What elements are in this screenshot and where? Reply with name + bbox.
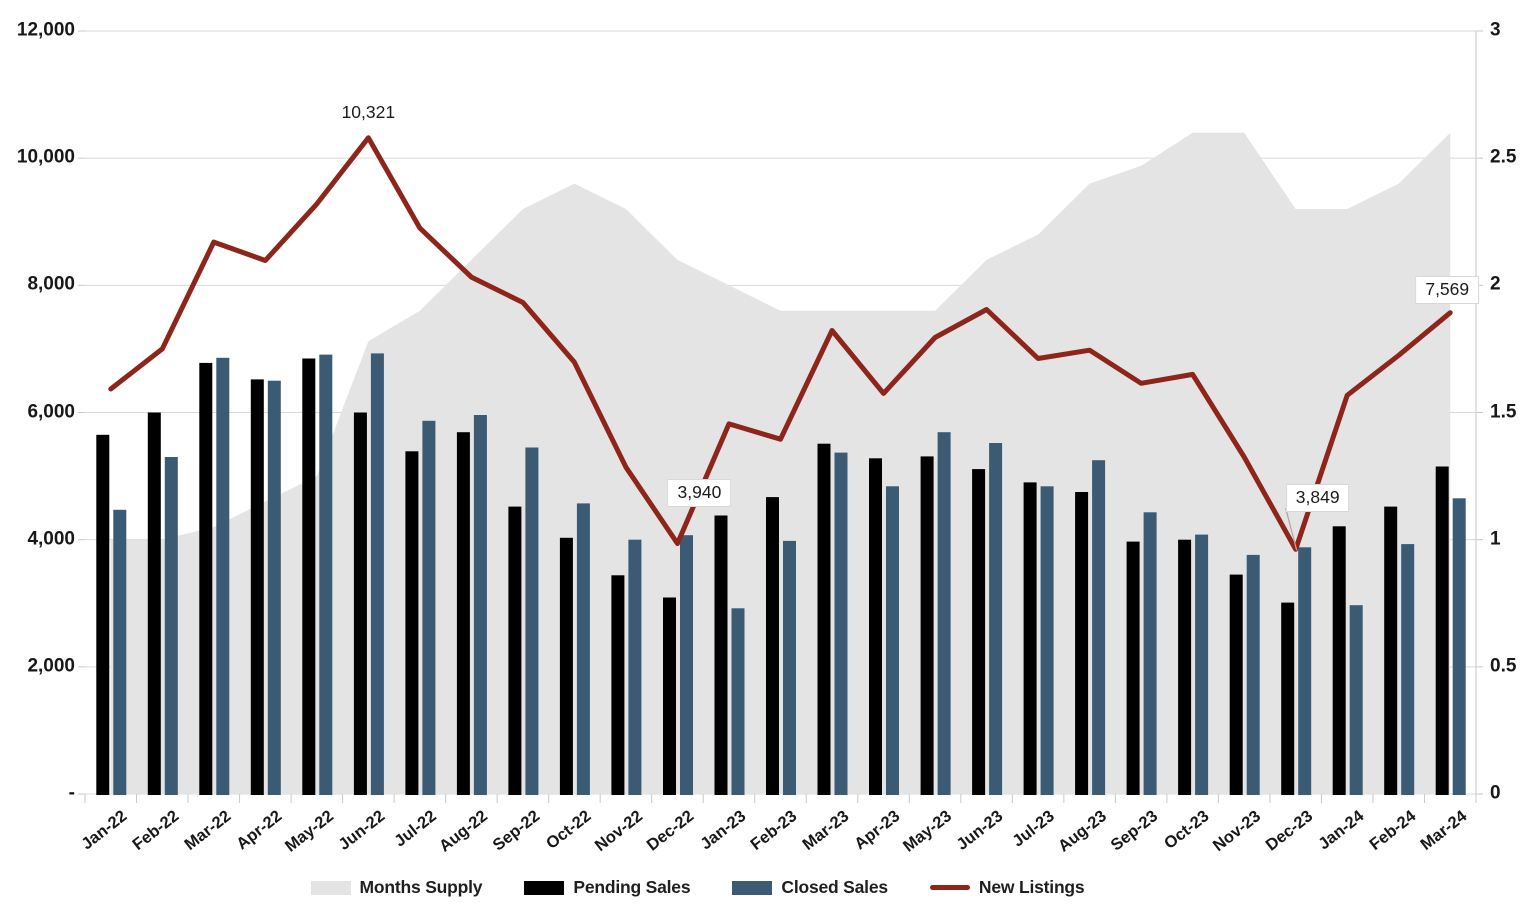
y-axis-left-label: 8,000 [27,273,75,295]
legend-item-new-listings: New Listings [929,877,1085,898]
pending-sales-bar-Oct-23 [1178,539,1192,795]
legend-label: Pending Sales [573,877,691,897]
closed-sales-bar-Mar-23 [834,452,848,795]
pending-sales-bar-Sep-22 [508,506,522,795]
pending-sales-bar-Dec-22 [663,597,676,795]
closed-sales-bar-Mar-24 [1452,498,1466,795]
pending-sales-bar-Mar-24 [1435,466,1449,795]
legend-item-pending-sales: Pending Sales [524,877,691,898]
pending-sales-bar-Feb-22 [147,412,161,795]
pending-sales-bar-Jan-22 [96,434,110,795]
months-supply-area [110,132,1451,794]
pending-sales-bar-Jan-24 [1332,526,1346,795]
months-supply-swatch-icon [310,880,351,895]
pending-sales-bar-Apr-22 [250,379,264,795]
pending-sales-bar-Jun-23 [972,469,986,795]
closed-sales-bar-Jul-23 [1040,486,1054,795]
closed-sales-bar-Jan-24 [1349,605,1363,795]
pending-sales-bar-Nov-22 [611,575,625,795]
closed-sales-swatch-icon [732,880,773,895]
pending-sales-bar-May-22 [302,358,316,795]
new-listings-line-swatch-icon [929,885,970,890]
annotation-leader [1285,508,1298,551]
closed-sales-bar-Sep-23 [1143,512,1157,795]
legend-item-months-supply: Months Supply [310,877,483,898]
pending-sales-bar-Aug-22 [456,432,470,795]
legend-item-closed-sales: Closed Sales [732,877,888,898]
pending-sales-bar-Apr-23 [869,458,882,795]
closed-sales-bar-Oct-23 [1195,534,1209,795]
annotation-dec23-low: 3,849 [1285,484,1350,513]
annotation-mar24-newlistings: 7,569 [1415,275,1480,304]
closed-sales-bar-Jun-23 [989,443,1003,795]
y-axis-left-label: 2,000 [27,655,75,677]
closed-sales-bar-Oct-22 [576,503,590,795]
pending-sales-bar-Jan-23 [714,515,728,795]
closed-sales-bar-May-22 [319,354,333,795]
closed-sales-bar-Jan-23 [731,608,745,795]
closed-sales-bar-Nov-23 [1246,554,1260,795]
y-axis-left-label: - [68,782,75,804]
legend-label: Months Supply [359,877,483,897]
annotation-jun22-peak: 10,321 [341,101,396,122]
y-axis-right-label: 1 [1490,528,1501,550]
y-axis-left-label: 6,000 [27,401,75,423]
closed-sales-bar-Jan-22 [113,509,127,795]
legend-label: New Listings [978,877,1085,897]
pending-sales-bar-Dec-23 [1281,602,1295,795]
y-axis-right-label: 0 [1490,782,1501,804]
x-axis-ticks [84,794,1477,803]
y-axis-right-label: 3 [1490,19,1501,41]
pending-sales-bar-Jul-22 [405,451,419,795]
pending-sales-bar-Oct-22 [559,537,573,795]
pending-sales-bar-Sep-23 [1126,541,1140,795]
closed-sales-bar-Apr-22 [267,380,281,795]
closed-sales-bar-Aug-23 [1092,460,1106,795]
pending-sales-swatch-icon [524,880,565,895]
annotation-dec22-low: 3,940 [667,479,732,508]
pending-sales-bar-May-23 [920,456,934,795]
closed-sales-bar-Mar-22 [216,357,230,795]
closed-sales-bar-Dec-22 [680,535,693,795]
closed-sales-bar-Apr-23 [886,486,899,795]
pending-sales-bar-Jun-22 [353,412,367,795]
pending-sales-bar [96,358,1449,795]
closed-sales-bar-Feb-22 [164,457,178,795]
y-axis-left-label: 4,000 [27,528,75,550]
closed-sales-bar-Feb-24 [1401,544,1415,795]
closed-sales-bar [113,353,1466,795]
pending-sales-bar-Nov-23 [1229,574,1243,795]
closed-sales-bar-Feb-23 [783,540,796,795]
pending-sales-bar-Mar-22 [199,362,213,795]
closed-sales-bar-Dec-23 [1298,547,1312,795]
closed-sales-bar-Aug-22 [473,415,487,795]
closed-sales-bar-Jun-22 [370,353,384,795]
closed-sales-bar-Nov-22 [628,539,642,795]
pending-sales-bar-Aug-23 [1075,492,1089,795]
pending-sales-bar-Feb-24 [1384,506,1398,795]
pending-sales-bar-Mar-23 [817,443,831,795]
y-axis-right-label: 2.5 [1490,146,1517,168]
y-axis-left-label: 12,000 [16,19,75,41]
new-listings-line [108,135,1453,552]
annotation-leader-line [1285,508,1298,551]
y-axis-right-label: 1.5 [1490,401,1517,423]
legend-label: Closed Sales [781,877,888,897]
closed-sales-bar-May-23 [937,432,951,795]
pending-sales-bar-Jul-23 [1023,482,1037,795]
pending-sales-bar-Feb-23 [766,497,779,795]
y-axis-right-label: 2 [1490,273,1501,295]
closed-sales-bar-Sep-22 [525,447,539,795]
legend: Months Supply Pending Sales Closed Sales… [0,877,1395,898]
y-axis-left-label: 10,000 [16,146,75,168]
closed-sales-bar-Jul-22 [422,420,436,795]
y-axis-right-label: 0.5 [1490,655,1517,677]
